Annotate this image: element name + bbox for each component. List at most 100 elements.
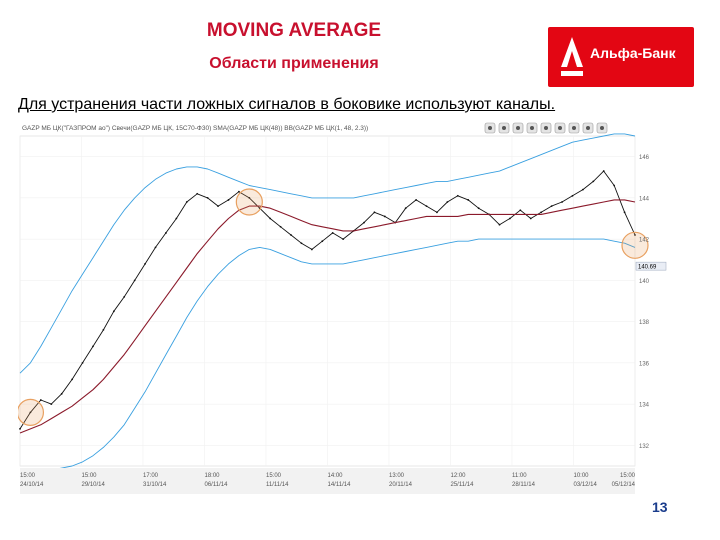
scroll-right-icon[interactable]	[526, 122, 538, 134]
settings-icon-glyph	[600, 126, 604, 130]
x-tick-date: 29/10/14	[82, 482, 106, 488]
price-point	[112, 310, 115, 313]
price-point	[363, 221, 365, 224]
highlight-circle-0	[16, 398, 45, 426]
y-tick-label: 144	[639, 196, 650, 202]
x-tick-date: 20/11/14	[389, 482, 413, 488]
price-point	[217, 205, 219, 208]
price-point	[467, 199, 470, 201]
scroll-left-icon-glyph	[516, 126, 520, 130]
x-tick-date: 03/12/14	[574, 482, 598, 488]
y-tick-label: 136	[639, 361, 650, 367]
x-tick-date: 28/11/14	[512, 482, 536, 488]
price-point	[196, 192, 199, 195]
price-point	[373, 211, 376, 214]
price-point	[290, 234, 292, 236]
y-tick-label: 142	[639, 238, 650, 244]
price-point	[519, 209, 522, 212]
y-tick-label: 134	[639, 403, 650, 409]
x-tick-time: 15:00	[620, 473, 636, 479]
page-number: 13	[652, 499, 668, 515]
y-tick-label: 140	[639, 279, 650, 285]
x-tick-date: 31/10/14	[143, 482, 167, 488]
price-point	[321, 240, 324, 243]
price-point	[540, 211, 543, 214]
price-point	[613, 184, 616, 187]
series-line-price	[19, 170, 636, 430]
price-point	[415, 199, 418, 201]
trading-chart[interactable]: GAZP МБ ЦК("ГАЗПРОМ ао") Свечи(GAZP МБ Ц…	[16, 120, 674, 496]
x-tick-time: 18:00	[205, 473, 221, 479]
step-forward-icon[interactable]	[568, 122, 580, 134]
x-tick-date: 14/11/14	[328, 482, 352, 488]
highlight-circle-1	[235, 188, 263, 216]
price-point	[165, 232, 167, 234]
price-point	[39, 399, 42, 401]
last-price-box	[635, 261, 667, 271]
x-axis: 15:00 24/10/14 15:00 29/10/14 17:00 31/10/14 1…	[20, 468, 636, 494]
series-line-bb_upper	[19, 133, 636, 374]
zoom-in-icon-glyph	[488, 126, 492, 130]
x-tick-date: 06/11/14	[205, 482, 229, 488]
price-point	[561, 201, 563, 203]
slide-title: MOVING AVERAGE	[206, 20, 382, 41]
x-tick-time: 13:00	[389, 473, 405, 479]
zoom-out-icon-glyph	[502, 126, 506, 130]
x-tick-date: 11/11/14	[266, 482, 289, 488]
price-point	[477, 207, 480, 210]
step-back-icon[interactable]	[554, 122, 566, 134]
last-price-label: 140.69	[638, 265, 657, 271]
x-axis-band	[20, 468, 635, 494]
price-point	[279, 225, 282, 228]
price-point	[456, 194, 459, 197]
price-point	[237, 190, 240, 193]
price-point	[269, 217, 272, 220]
pan-icon-glyph	[544, 126, 548, 130]
slide-caption: Для устранения части ложных сигналов в б…	[18, 96, 556, 113]
highlight-circle-2	[621, 231, 649, 259]
price-point	[602, 170, 605, 172]
price-point	[92, 345, 94, 348]
crosshair-icon[interactable]	[582, 122, 594, 134]
chart-toolbar	[484, 122, 608, 134]
chart-legend: GAZP МБ ЦК("ГАЗПРОМ ао") Свечи(GAZP МБ Ц…	[22, 125, 368, 132]
pan-icon[interactable]	[540, 122, 552, 134]
series-line-bb_lower	[19, 238, 636, 477]
zoom-out-icon[interactable]	[498, 122, 510, 134]
x-tick-time: 17:00	[143, 473, 159, 479]
price-point	[383, 215, 386, 218]
price-point	[425, 205, 428, 208]
price-point	[206, 196, 209, 199]
price-point	[404, 207, 407, 210]
price-point	[144, 262, 146, 265]
zoom-in-icon[interactable]	[484, 122, 496, 134]
price-point	[123, 295, 126, 298]
crosshair-icon-glyph	[586, 126, 590, 130]
price-point	[581, 188, 584, 191]
price-point	[509, 217, 511, 220]
price-point	[446, 201, 449, 203]
y-tick-label: 132	[639, 444, 650, 450]
x-tick-time: 15:00	[82, 473, 98, 479]
price-point	[185, 201, 188, 203]
price-point	[154, 246, 157, 249]
scroll-left-icon[interactable]	[512, 122, 524, 134]
chart-svg: GAZP МБ ЦК("ГАЗПРОМ ао") Свечи(GAZP МБ Ц…	[16, 120, 674, 496]
x-tick-time: 15:00	[266, 473, 282, 479]
price-point	[498, 223, 501, 226]
price-point	[300, 242, 303, 245]
price-point	[19, 427, 21, 430]
price-point	[436, 211, 438, 214]
price-point	[133, 279, 136, 282]
x-tick-date: 05/12/14	[612, 482, 636, 488]
x-tick-time: 15:00	[20, 473, 36, 479]
price-point	[623, 211, 626, 214]
price-point	[29, 411, 32, 414]
x-tick-time: 10:00	[574, 473, 590, 479]
settings-icon[interactable]	[596, 122, 608, 134]
alfa-bank-logo: Альфа-Банк	[548, 27, 694, 87]
chart-background	[18, 120, 674, 496]
price-point	[81, 361, 84, 364]
price-point	[60, 392, 63, 395]
scroll-right-icon-glyph	[530, 126, 534, 130]
